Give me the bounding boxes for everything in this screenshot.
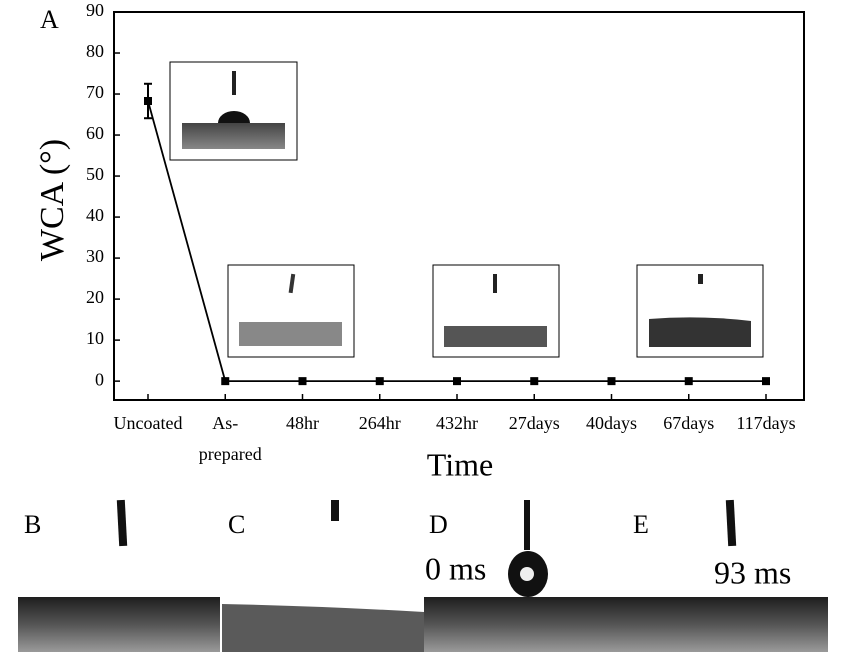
photo-ground: [222, 604, 424, 652]
inset-photo: [432, 264, 560, 358]
x-tick-label: 264hr: [359, 413, 401, 433]
photo-panels: B C D E 0 ms 93 ms: [18, 499, 828, 652]
panel-label: A: [40, 5, 59, 34]
x-tick-label: As-prepared: [199, 413, 262, 464]
y-tick-label: 40: [86, 205, 104, 225]
data-point: [375, 377, 384, 386]
photo-ground: [18, 597, 220, 652]
y-tick-label: 60: [86, 123, 104, 143]
photo-needle: [524, 500, 530, 550]
photo-ground: [626, 597, 828, 652]
panel-label: C: [228, 510, 245, 539]
y-tick-label: 20: [86, 287, 104, 307]
x-tick-label: 27days: [509, 413, 560, 433]
data-point: [530, 377, 539, 386]
data-point: [684, 377, 693, 386]
photo-needle: [331, 500, 339, 521]
plot-frame: [113, 11, 805, 401]
y-tick-label: 50: [86, 164, 104, 184]
x-tick-label: 48hr: [286, 413, 319, 433]
inset-photo: [169, 61, 298, 161]
x-tick-label: Uncoated: [114, 413, 183, 433]
data-point: [221, 377, 230, 386]
panel-label: B: [24, 510, 41, 539]
data-point: [144, 97, 152, 106]
inset-images: [169, 61, 764, 358]
inset-photo: [227, 264, 355, 358]
data-point: [762, 377, 770, 386]
photo-needle: [116, 499, 128, 547]
y-tick-label: 30: [86, 246, 104, 266]
photo-droplet-highlight: [520, 567, 534, 581]
x-tick-label: 117days: [736, 413, 795, 433]
data-point: [298, 377, 307, 386]
y-tick-label: 90: [86, 0, 104, 20]
panel-label: D: [429, 510, 448, 539]
photo-ground: [424, 597, 626, 652]
y-tick-label: 80: [86, 41, 104, 61]
data-point: [607, 377, 616, 386]
photo-needle: [725, 499, 737, 547]
x-tick-label: 40days: [586, 413, 637, 433]
y-axis-label: WCA (°): [34, 139, 71, 261]
time-annotation: 0 ms: [425, 550, 486, 586]
x-tick-label: 432hr: [436, 413, 478, 433]
axes: 0 10 20 30 40 50 60 70 80 90 Uncoated As-prepared 48…: [86, 0, 796, 464]
inset-photo: [636, 264, 764, 358]
x-tick-label: 67days: [663, 413, 714, 433]
time-annotation: 93 ms: [714, 554, 791, 590]
y-tick-label: 0: [95, 369, 104, 389]
y-tick-label: 10: [86, 328, 104, 348]
x-axis-label: Time: [427, 446, 493, 482]
panel-label: E: [633, 510, 649, 539]
y-tick-label: 70: [86, 82, 104, 102]
data-point: [453, 377, 461, 386]
